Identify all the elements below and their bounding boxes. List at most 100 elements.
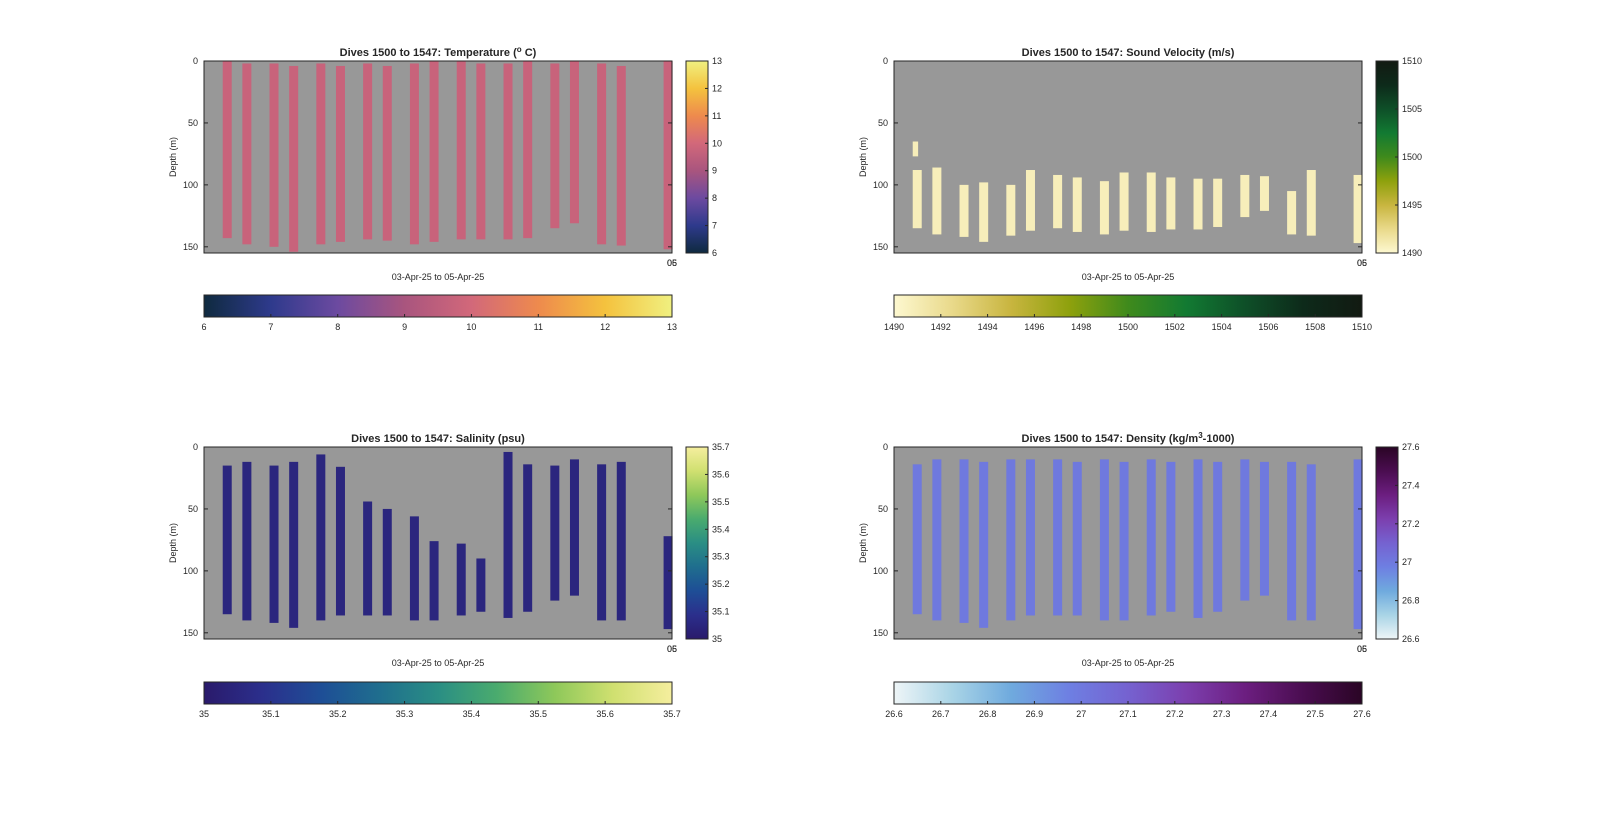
colorbar-tick-label: 1505	[1402, 104, 1422, 114]
colorbar-tick-label: 27.2	[1166, 709, 1184, 719]
axes-box	[203, 60, 673, 254]
dive-column	[912, 464, 922, 615]
colorbar-tick-label: 13	[712, 56, 722, 66]
dive-column	[912, 170, 922, 229]
dive-column	[242, 63, 252, 245]
colorbar-tick-label: 27	[1402, 557, 1412, 567]
y-axis-label: Depth (m)	[858, 523, 868, 563]
y-tick-label: 50	[878, 504, 888, 514]
x-tick-label: 06	[1357, 644, 1367, 654]
dive-column	[289, 65, 299, 252]
dive-column	[1353, 459, 1363, 630]
dive-column	[1213, 178, 1223, 227]
dive-column	[979, 461, 989, 628]
chart-title: Dives 1500 to 1547: Sound Velocity (m/s)	[1022, 47, 1235, 59]
dive-column	[523, 464, 533, 612]
colorbar-tick-label: 35.6	[712, 469, 730, 479]
colorbar-tick-label: 35.4	[463, 709, 481, 719]
horizontal-colorbar	[893, 294, 1363, 318]
colorbar-tick-label: 35.6	[596, 709, 614, 719]
vertical-colorbar	[685, 446, 709, 640]
colorbar-tick-label: 1495	[1402, 200, 1422, 210]
colorbar-tick-label: 35.5	[530, 709, 548, 719]
y-axis-label: Depth (m)	[168, 523, 178, 563]
dive-column	[242, 461, 252, 621]
dive-column	[1353, 174, 1363, 244]
dive-column	[363, 63, 373, 240]
x-axis-label: 03-Apr-25 to 05-Apr-25	[1082, 658, 1175, 668]
colorbar-tick-label: 27.6	[1353, 709, 1371, 719]
dive-column	[363, 501, 373, 616]
colorbar-tick-label: 35	[712, 634, 722, 644]
dive-column	[269, 465, 279, 623]
dive-column	[959, 184, 969, 237]
dive-column	[550, 465, 560, 601]
colorbar-tick-label: 35	[199, 709, 209, 719]
colorbar-tick-label: 27.4	[1402, 480, 1420, 490]
dive-column	[1166, 461, 1176, 612]
colorbar-tick-label: 35.4	[712, 524, 730, 534]
colorbar-tick-label: 26.8	[979, 709, 997, 719]
x-tick-label: 06	[667, 644, 677, 654]
dive-column	[1006, 459, 1016, 621]
dive-column	[382, 508, 392, 616]
dive-column	[1259, 176, 1269, 211]
colorbar-tick-label: 26.8	[1402, 596, 1420, 606]
colorbar-tick-label: 35.3	[396, 709, 414, 719]
y-tick-label: 100	[873, 566, 888, 576]
dive-column	[663, 61, 673, 250]
dive-column	[1213, 461, 1223, 612]
colorbar-tick-label: 26.6	[1402, 634, 1420, 644]
dive-column	[1146, 459, 1156, 616]
dive-column	[1306, 170, 1316, 236]
dive-column	[476, 558, 486, 612]
colorbar-tick-label: 1494	[978, 322, 998, 332]
colorbar-tick-label: 11	[534, 322, 543, 332]
dive-column	[932, 167, 942, 235]
colorbar-tick-label: 35.1	[262, 709, 280, 719]
colorbar-tick-label: 27	[1076, 709, 1086, 719]
dive-column	[316, 63, 326, 245]
colorbar-tick-label: 1492	[931, 322, 951, 332]
dive-column	[1119, 461, 1129, 621]
dive-column	[476, 63, 486, 240]
colorbar-tick-label: 35.7	[663, 709, 681, 719]
dive-column	[1193, 459, 1203, 618]
vertical-colorbar	[1375, 60, 1399, 254]
colorbar-tick-label: 1490	[1402, 248, 1422, 258]
dive-column	[429, 61, 439, 242]
colorbar-tick-label: 1490	[884, 322, 904, 332]
y-tick-label: 0	[883, 56, 888, 66]
dive-column	[409, 63, 419, 245]
dive-patch	[912, 141, 919, 157]
dive-column	[503, 63, 513, 240]
dive-column	[1119, 172, 1129, 231]
y-tick-label: 0	[193, 56, 198, 66]
dive-column	[409, 516, 419, 621]
dive-column	[550, 63, 560, 229]
dive-column	[1166, 177, 1176, 230]
chart-title: Dives 1500 to 1547: Temperature (o C)	[340, 45, 537, 60]
colorbar-tick-label: 10	[466, 322, 476, 332]
dive-column	[1240, 459, 1250, 601]
dive-column	[1072, 461, 1082, 616]
colorbar-tick-label: 26.9	[1026, 709, 1044, 719]
colorbar-tick-label: 8	[335, 322, 340, 332]
y-axis-label: Depth (m)	[168, 137, 178, 177]
colorbar-tick-label: 1496	[1024, 322, 1044, 332]
colorbar-tick-label: 1500	[1118, 322, 1138, 332]
dive-column	[1193, 178, 1203, 230]
dive-column	[1240, 174, 1250, 218]
colorbar-tick-label: 7	[268, 322, 273, 332]
colorbar-tick-label: 26.7	[932, 709, 950, 719]
dive-column	[456, 61, 466, 240]
vertical-colorbar	[1375, 446, 1399, 640]
y-tick-label: 150	[183, 628, 198, 638]
x-axis-label: 03-Apr-25 to 05-Apr-25	[392, 658, 485, 668]
horizontal-colorbar	[203, 681, 673, 705]
axes-box	[893, 446, 1363, 640]
